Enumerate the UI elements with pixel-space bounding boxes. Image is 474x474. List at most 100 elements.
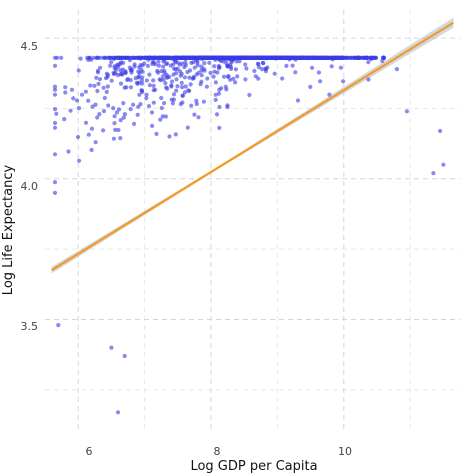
data-point bbox=[162, 68, 167, 73]
data-point bbox=[149, 110, 155, 115]
data-point bbox=[118, 81, 124, 86]
data-point bbox=[180, 93, 185, 98]
data-point bbox=[231, 76, 236, 81]
data-point bbox=[122, 353, 127, 359]
data-point bbox=[144, 96, 149, 101]
data-point bbox=[163, 114, 168, 119]
data-point bbox=[192, 65, 197, 70]
data-point bbox=[103, 76, 109, 81]
data-point bbox=[313, 55, 318, 60]
data-point bbox=[195, 60, 200, 65]
data-point bbox=[225, 103, 230, 108]
data-point bbox=[111, 136, 116, 141]
data-point bbox=[217, 104, 222, 110]
data-point bbox=[369, 55, 374, 60]
data-point bbox=[185, 125, 190, 130]
data-point bbox=[188, 82, 193, 87]
data-point bbox=[79, 92, 85, 97]
data-point bbox=[134, 55, 139, 60]
data-point bbox=[348, 55, 353, 60]
data-point bbox=[63, 90, 68, 95]
fit-line bbox=[51, 21, 454, 272]
data-point bbox=[131, 102, 136, 107]
data-point bbox=[216, 55, 221, 60]
data-point bbox=[161, 77, 166, 82]
data-point bbox=[179, 80, 184, 85]
data-point bbox=[217, 125, 222, 130]
data-point bbox=[56, 323, 61, 328]
data-point bbox=[78, 56, 83, 61]
data-point bbox=[289, 55, 294, 60]
data-point bbox=[128, 85, 134, 90]
data-point bbox=[151, 100, 156, 105]
data-point bbox=[111, 106, 116, 111]
data-point bbox=[52, 180, 58, 185]
data-point bbox=[161, 64, 166, 69]
data-point bbox=[55, 55, 60, 60]
data-point bbox=[95, 70, 101, 75]
data-point bbox=[304, 55, 309, 60]
data-point bbox=[268, 55, 273, 60]
data-point bbox=[183, 84, 188, 89]
data-point bbox=[199, 79, 204, 84]
data-point bbox=[196, 115, 201, 120]
data-point bbox=[68, 108, 73, 113]
data-point bbox=[213, 92, 218, 97]
data-point bbox=[124, 85, 129, 90]
data-point bbox=[116, 127, 121, 133]
data-point bbox=[162, 55, 167, 60]
data-point bbox=[123, 70, 128, 75]
data-point bbox=[128, 107, 133, 112]
data-point bbox=[154, 55, 159, 60]
data-point bbox=[116, 64, 121, 70]
data-point bbox=[92, 83, 97, 88]
data-points bbox=[52, 55, 446, 415]
data-point bbox=[52, 120, 58, 126]
data-point bbox=[76, 68, 81, 73]
data-point bbox=[174, 71, 179, 76]
data-point bbox=[114, 110, 119, 115]
data-point bbox=[83, 120, 89, 125]
data-point bbox=[207, 60, 212, 65]
data-point bbox=[211, 74, 216, 79]
data-point bbox=[186, 88, 191, 93]
data-point bbox=[256, 61, 261, 67]
data-point bbox=[160, 114, 165, 119]
data-point bbox=[86, 57, 91, 63]
data-point bbox=[174, 88, 179, 93]
data-point bbox=[132, 62, 137, 67]
y-tick-label-4.0: 4.0 bbox=[21, 180, 39, 193]
data-point bbox=[177, 62, 182, 67]
data-point bbox=[172, 55, 177, 60]
data-point bbox=[156, 63, 161, 68]
data-point bbox=[112, 64, 117, 69]
data-point bbox=[135, 112, 140, 117]
data-point bbox=[131, 121, 137, 126]
data-point bbox=[199, 73, 204, 78]
data-point bbox=[93, 140, 98, 145]
data-point bbox=[213, 80, 218, 85]
data-point bbox=[171, 92, 177, 97]
data-point bbox=[105, 84, 110, 89]
data-point bbox=[139, 81, 145, 86]
data-point bbox=[194, 101, 199, 107]
data-point bbox=[233, 80, 238, 85]
data-point bbox=[147, 72, 152, 77]
data-point bbox=[201, 66, 206, 71]
data-point bbox=[327, 92, 332, 97]
data-point bbox=[122, 112, 127, 117]
data-point bbox=[86, 98, 91, 103]
data-point bbox=[235, 74, 240, 79]
data-point bbox=[201, 99, 206, 104]
data-point bbox=[74, 98, 80, 103]
x-tick-label-10: 10 bbox=[338, 445, 352, 458]
data-point bbox=[202, 61, 207, 66]
data-point bbox=[146, 104, 152, 109]
grid bbox=[45, 10, 460, 432]
data-point bbox=[160, 74, 165, 79]
data-point bbox=[219, 86, 224, 91]
data-point bbox=[173, 59, 178, 65]
data-point bbox=[247, 92, 252, 98]
data-point bbox=[113, 71, 118, 76]
data-point bbox=[52, 63, 58, 68]
